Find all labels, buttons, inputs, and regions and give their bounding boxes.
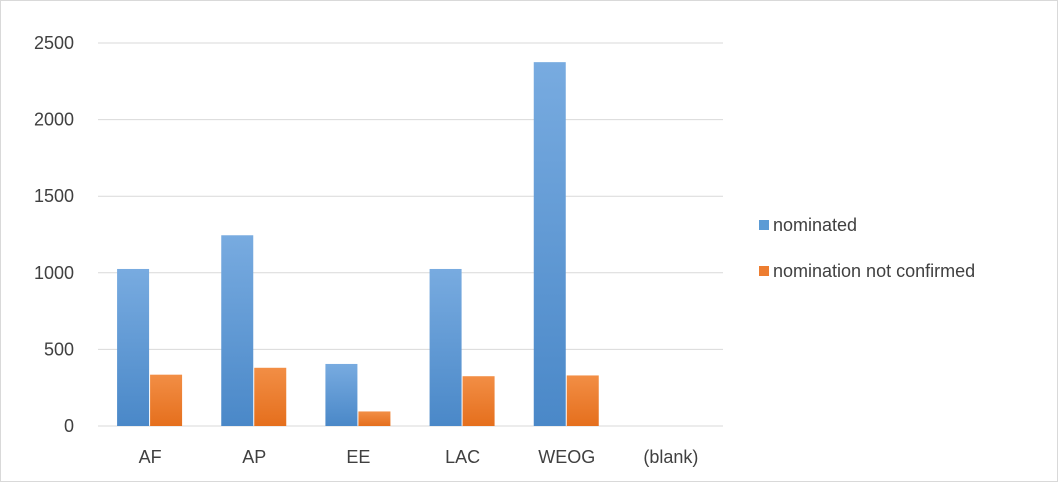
- bar-nominated-ee[interactable]: [325, 363, 358, 426]
- bar-nomination-not-confirmed-weog[interactable]: [566, 375, 599, 426]
- bar-nomination-not-confirmed-lac[interactable]: [462, 376, 495, 426]
- bar-nomination-not-confirmed-ap[interactable]: [254, 367, 287, 426]
- y-tick-label: 500: [44, 339, 74, 359]
- y-tick-label: 2000: [34, 110, 74, 130]
- y-tick-label: 2500: [34, 33, 74, 53]
- legend-label-nomination-not-confirmed: nomination not confirmed: [773, 261, 975, 281]
- bar-nomination-not-confirmed-ee[interactable]: [358, 411, 391, 426]
- y-tick-label: 1000: [34, 263, 74, 283]
- legend: nominated nomination not confirmed: [759, 215, 975, 281]
- bar-nominated-weog[interactable]: [533, 62, 566, 427]
- x-tick-label-lac: LAC: [445, 447, 480, 467]
- x-axis: AF AP EE LAC WEOG (blank): [139, 447, 699, 467]
- gridlines: [98, 42, 723, 427]
- bar-nomination-not-confirmed-af[interactable]: [150, 374, 183, 426]
- legend-swatch-nomination-not-confirmed: [759, 266, 769, 276]
- x-tick-label-blank: (blank): [643, 447, 698, 467]
- x-tick-label-ee: EE: [346, 447, 370, 467]
- bar-nominated-ap[interactable]: [221, 235, 254, 426]
- legend-swatch-nominated: [759, 220, 769, 230]
- bar-nominated-lac[interactable]: [429, 268, 462, 426]
- y-axis: 0 500 1000 1500 2000 2500: [34, 33, 74, 436]
- y-tick-label: 1500: [34, 186, 74, 206]
- x-tick-label-weog: WEOG: [538, 447, 595, 467]
- plot-area: [117, 62, 599, 427]
- legend-label-nominated: nominated: [773, 215, 857, 235]
- bar-nominated-af[interactable]: [117, 268, 150, 426]
- x-tick-label-af: AF: [139, 447, 162, 467]
- y-tick-label: 0: [64, 416, 74, 436]
- x-tick-label-ap: AP: [242, 447, 266, 467]
